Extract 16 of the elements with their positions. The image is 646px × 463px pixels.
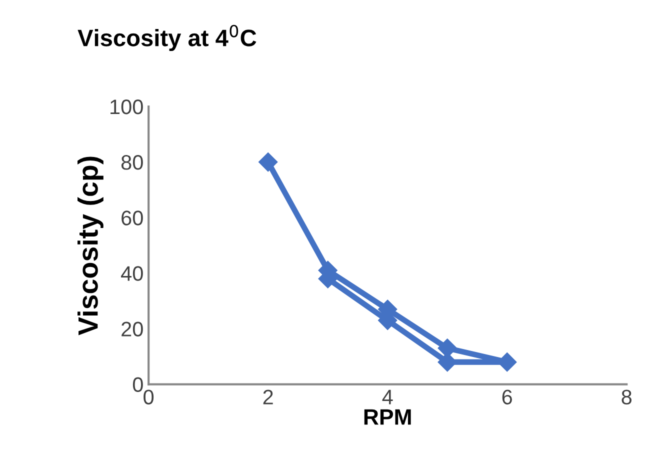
x-tick-label: 4 xyxy=(382,390,393,404)
y-axis-title: Viscosity (cp) xyxy=(78,156,104,336)
x-tick-label: 8 xyxy=(622,390,632,404)
point xyxy=(498,352,517,372)
y-tick-label: 100 xyxy=(110,99,143,114)
point xyxy=(258,152,278,172)
x-axis-title: RPM xyxy=(364,409,411,425)
x-tick-label: 6 xyxy=(502,390,512,404)
y-tick-label: 80 xyxy=(121,155,143,170)
y-tick-label: 60 xyxy=(122,210,143,226)
y-tick-label: 0 xyxy=(132,377,143,392)
x-tick-label: 2 xyxy=(263,390,273,404)
x-tick-label: 0 xyxy=(144,390,154,404)
chart-title: Viscosity at 4$^{0}$C xyxy=(78,24,256,52)
y-tick-label: 20 xyxy=(122,322,143,336)
y-tick-label: 40 xyxy=(121,266,143,281)
